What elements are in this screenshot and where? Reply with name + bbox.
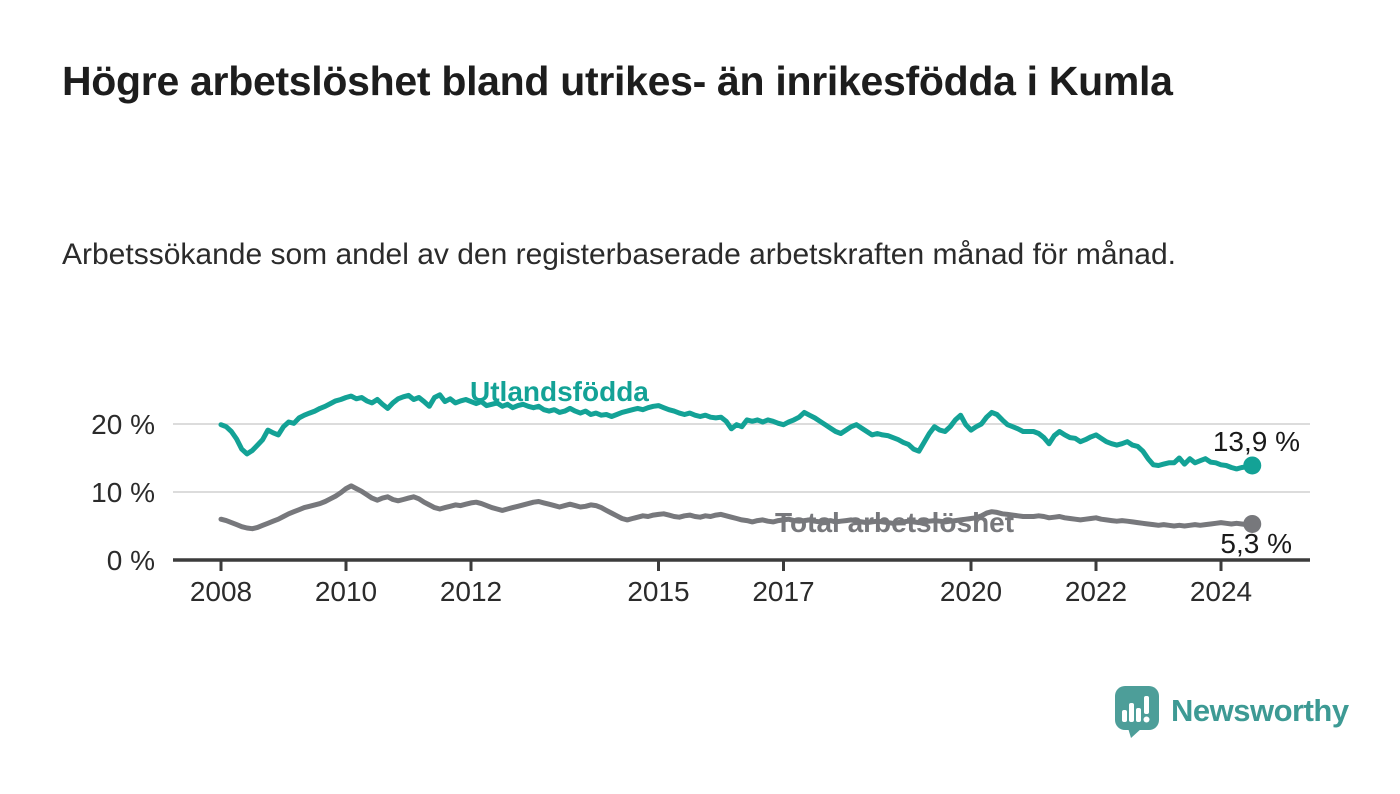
end-dot-utlandsfodda bbox=[1243, 456, 1262, 475]
x-tick-label: 2024 bbox=[1190, 576, 1252, 607]
x-tick-label: 2008 bbox=[190, 576, 252, 607]
page-title: Högre arbetslöshet bland utrikes- än inr… bbox=[62, 58, 1173, 104]
series-label-utlandsfodda: Utlandsfödda bbox=[470, 376, 649, 407]
x-tick-label: 2017 bbox=[752, 576, 814, 607]
x-tick-label: 2022 bbox=[1065, 576, 1127, 607]
y-axis-label: 20 % bbox=[91, 409, 155, 440]
series-label-total: Total arbetslöshet bbox=[775, 507, 1014, 538]
y-axis-label: 10 % bbox=[91, 477, 155, 508]
newsworthy-logo: Newsworthy bbox=[1115, 686, 1349, 738]
speech-bubble-bar-chart-icon bbox=[1115, 686, 1159, 738]
value-label-total: 5,3 % bbox=[1220, 528, 1292, 559]
chart-subtitle: Arbetssökande som andel av den registerb… bbox=[62, 238, 1176, 271]
x-tick-label: 2010 bbox=[315, 576, 377, 607]
y-axis-label: 0 % bbox=[107, 545, 155, 576]
series-line-total bbox=[218, 483, 1255, 532]
value-label-utlandsfodda: 13,9 % bbox=[1213, 426, 1300, 457]
x-tick-label: 2012 bbox=[440, 576, 502, 607]
x-tick-label: 2015 bbox=[627, 576, 689, 607]
x-tick-label: 2020 bbox=[940, 576, 1002, 607]
brand-name: Newsworthy bbox=[1171, 693, 1349, 728]
end-dot-total bbox=[1243, 514, 1262, 533]
series-line-utlandsfodda bbox=[218, 392, 1255, 472]
